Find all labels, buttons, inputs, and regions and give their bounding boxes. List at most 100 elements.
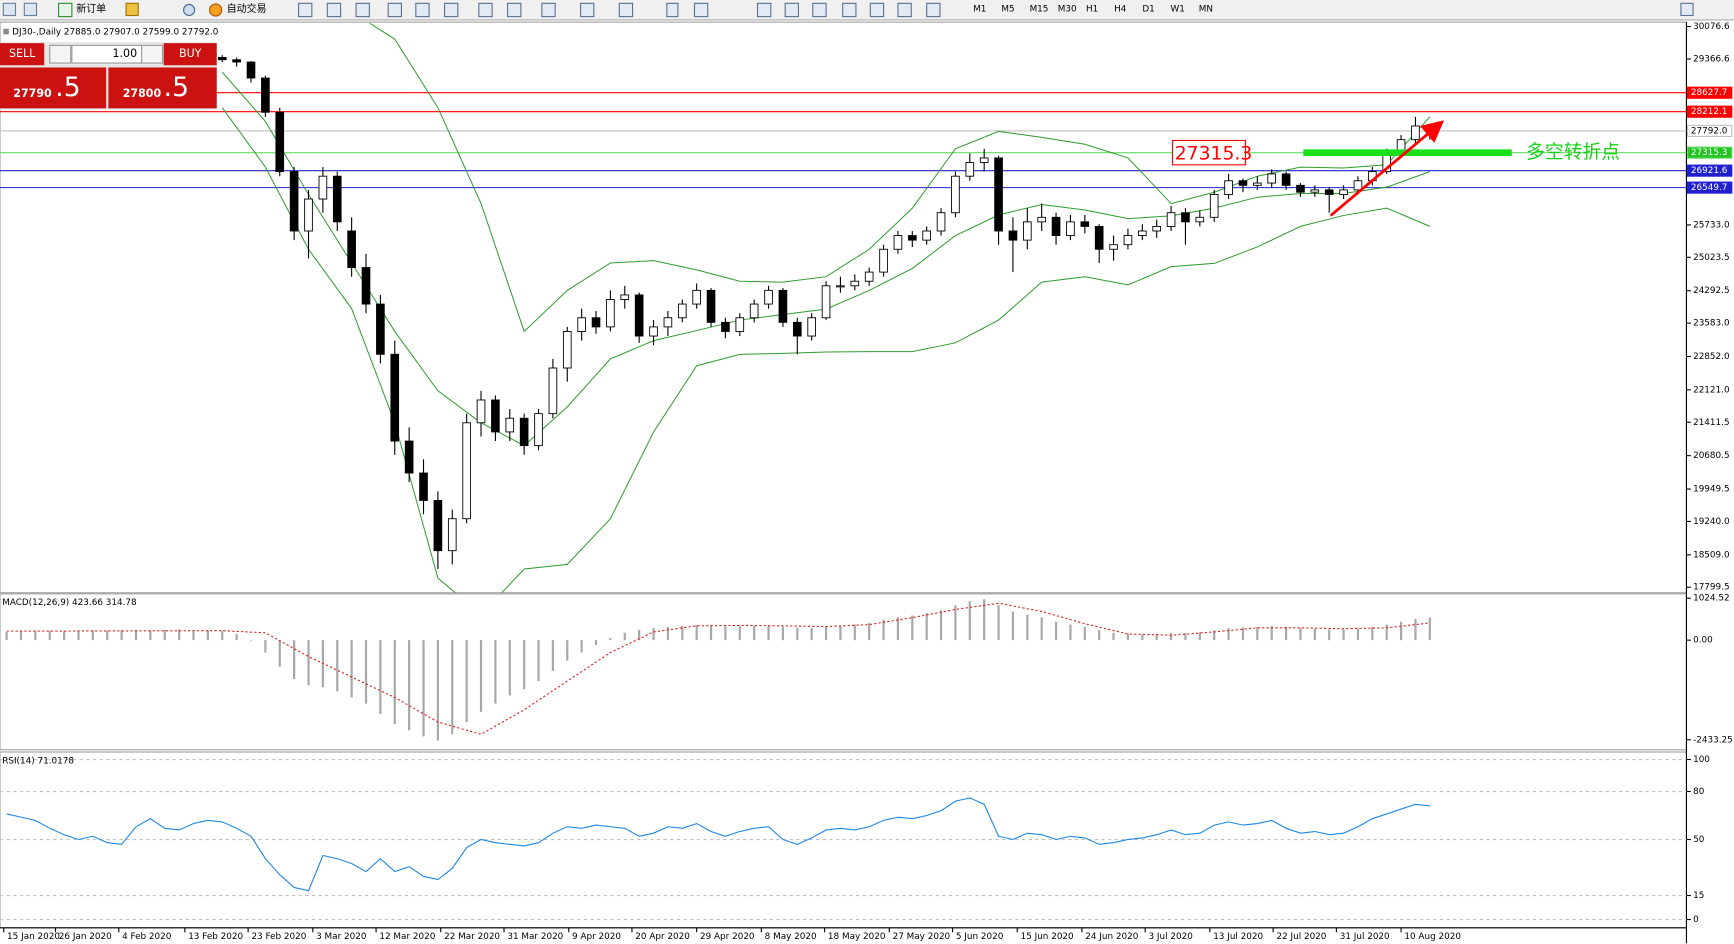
label-box-text: 27315.3	[1175, 143, 1253, 164]
candle-body	[721, 321, 730, 332]
y-tick-label: 17799.5	[1693, 583, 1730, 593]
price-level-box	[1687, 146, 1733, 159]
candle-body	[1209, 194, 1219, 218]
candle-body	[361, 267, 371, 305]
icon[interactable]	[444, 2, 459, 18]
lot-up[interactable]	[140, 44, 164, 64]
candle-body	[1181, 212, 1190, 223]
buy-price-box[interactable]	[108, 67, 217, 109]
macd-bar	[221, 630, 224, 641]
macd-bar	[566, 640, 569, 661]
icon[interactable]	[756, 2, 772, 18]
candle-body	[1339, 189, 1348, 195]
candle-body	[606, 299, 615, 328]
macd-bar	[19, 631, 23, 641]
price-level-label: 28212.1	[1691, 107, 1728, 117]
icon[interactable]	[784, 2, 799, 18]
macd-bar	[638, 629, 641, 641]
x-tick-label: 24 Jun 2020	[1085, 932, 1138, 942]
sell-button[interactable]	[0, 43, 45, 66]
candle-body	[1238, 180, 1248, 186]
timeframe-button[interactable]: D1	[1142, 4, 1154, 14]
toolbar-bg	[0, 0, 1734, 20]
icon[interactable]	[387, 2, 402, 18]
macd-bar	[422, 640, 425, 737]
macd-bar	[652, 627, 655, 641]
icon[interactable]	[812, 2, 827, 18]
candle-body	[879, 248, 888, 273]
timeframe-button[interactable]: W1	[1171, 4, 1185, 14]
macd-bar	[465, 640, 468, 723]
candle-body	[1123, 235, 1133, 246]
icon[interactable]	[298, 2, 313, 18]
icon[interactable]	[897, 2, 912, 18]
icon[interactable]	[326, 2, 342, 18]
candle-body	[907, 235, 917, 241]
macd-bar	[1270, 626, 1273, 641]
search-icon[interactable]	[1680, 2, 1694, 17]
auto-trade-button[interactable]: 自动交易	[227, 2, 267, 15]
macd-bar	[1356, 628, 1360, 641]
sell-price-box[interactable]	[0, 67, 107, 109]
icon[interactable]	[125, 2, 139, 17]
macd-bar	[1040, 617, 1043, 641]
icon[interactable]	[666, 2, 679, 18]
candle-body	[534, 413, 543, 447]
icon[interactable]	[926, 2, 941, 18]
label-box	[1171, 139, 1247, 166]
icon[interactable]	[869, 2, 885, 18]
macd-bar	[968, 601, 971, 641]
icon[interactable]	[183, 3, 196, 17]
macd-bar	[1184, 633, 1187, 641]
candle-body	[951, 175, 960, 214]
timeframe-button[interactable]: M30	[1058, 4, 1077, 14]
candle-body	[1138, 230, 1147, 237]
icon[interactable]	[507, 2, 522, 18]
timeframe-button[interactable]: M1	[973, 4, 986, 14]
candle-body	[778, 289, 788, 323]
new-order-icon[interactable]	[58, 2, 73, 18]
timeframe-button[interactable]: M5	[1001, 4, 1014, 14]
macd-bar	[523, 640, 526, 690]
icon[interactable]	[541, 2, 556, 18]
candle-body	[979, 157, 989, 163]
lot-down[interactable]	[49, 44, 72, 64]
candle-body	[577, 317, 586, 332]
price-level-label: 27792.0	[1691, 126, 1728, 136]
icon[interactable]	[415, 2, 430, 18]
buy-button[interactable]	[163, 43, 217, 66]
macd-bar	[5, 631, 8, 641]
icon[interactable]	[618, 2, 634, 18]
auto-trade-icon[interactable]	[209, 3, 223, 17]
macd-bar	[925, 613, 928, 641]
y-tick-label: 15	[1693, 891, 1704, 901]
timeframe-button[interactable]: M15	[1030, 4, 1049, 14]
price-level-box	[1687, 164, 1733, 177]
new-order-button[interactable]: 新订单	[76, 2, 106, 15]
y-tick-label: 22852.0	[1693, 352, 1730, 362]
macd-bar	[767, 625, 770, 641]
icon[interactable]	[693, 2, 709, 18]
candle-body	[1066, 221, 1075, 237]
icon[interactable]	[478, 2, 493, 18]
candle-body	[1152, 225, 1162, 232]
candle-body	[749, 303, 759, 319]
candle-body	[1008, 230, 1018, 241]
macd-bar	[824, 626, 828, 641]
timeframe-button[interactable]: H1	[1086, 4, 1098, 14]
icon[interactable]	[2, 2, 17, 17]
macd-bar	[551, 640, 555, 671]
main-plot: 多空转折点 27315.3	[0, 23, 1687, 593]
icon[interactable]	[580, 2, 595, 18]
macd-bar	[1083, 627, 1086, 641]
icon[interactable]	[23, 2, 38, 17]
candle-body	[275, 111, 285, 173]
x-tick-label: 3 Mar 2020	[316, 932, 367, 942]
timeframe-button[interactable]: MN	[1199, 4, 1213, 14]
icon[interactable]	[842, 2, 857, 18]
candle-body	[419, 472, 428, 501]
macd-bar	[436, 640, 439, 741]
timeframe-button[interactable]: H4	[1114, 4, 1127, 14]
macd-bar	[1399, 621, 1403, 641]
icon[interactable]	[355, 2, 370, 18]
